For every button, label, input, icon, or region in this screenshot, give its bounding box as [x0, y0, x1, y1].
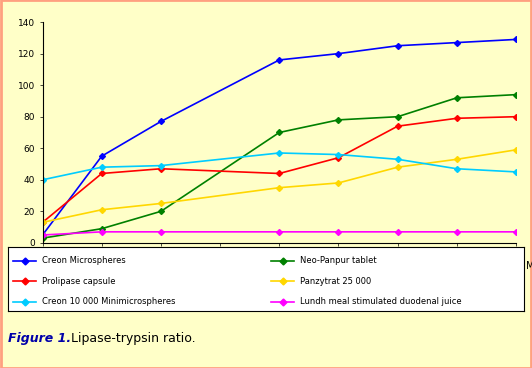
Panzytrat 25 000 — [39, 220, 46, 224]
Prolipase capsule — [394, 124, 401, 128]
Line: Neo-Panpur tablet: Neo-Panpur tablet — [40, 92, 518, 240]
Text: Creon Microspheres: Creon Microspheres — [41, 256, 125, 265]
Creon 10 000 Minimicrospheres — [513, 170, 519, 174]
Panzytrat 25 000 — [454, 157, 460, 162]
Text: Lipase-trypsin ratio.: Lipase-trypsin ratio. — [68, 332, 196, 344]
Prolipase capsule — [39, 220, 46, 224]
Line: Panzytrat 25 000: Panzytrat 25 000 — [40, 148, 518, 224]
Creon Microspheres — [513, 37, 519, 42]
Panzytrat 25 000 — [276, 185, 282, 190]
Creon 10 000 Minimicrospheres — [98, 165, 105, 169]
Lundh meal stimulated duodenal juice — [276, 230, 282, 234]
Text: Panzytrat 25 000: Panzytrat 25 000 — [300, 277, 371, 286]
Neo-Panpur tablet — [513, 92, 519, 97]
Creon 10 000 Minimicrospheres — [394, 157, 401, 162]
Panzytrat 25 000 — [335, 181, 342, 185]
Line: Lundh meal stimulated duodenal juice: Lundh meal stimulated duodenal juice — [40, 230, 518, 237]
Creon 10 000 Minimicrospheres — [276, 151, 282, 155]
Creon Microspheres — [454, 40, 460, 45]
Panzytrat 25 000 — [98, 208, 105, 212]
Text: Min: Min — [526, 261, 532, 270]
Neo-Panpur tablet — [39, 236, 46, 240]
Prolipase capsule — [276, 171, 282, 176]
Text: Prolipase capsule: Prolipase capsule — [41, 277, 115, 286]
Text: Neo-Panpur tablet: Neo-Panpur tablet — [300, 256, 376, 265]
Creon 10 000 Minimicrospheres — [157, 163, 164, 168]
Neo-Panpur tablet — [157, 209, 164, 213]
Lundh meal stimulated duodenal juice — [335, 230, 342, 234]
Creon Microspheres — [157, 119, 164, 124]
Prolipase capsule — [157, 167, 164, 171]
Lundh meal stimulated duodenal juice — [454, 230, 460, 234]
Prolipase capsule — [454, 116, 460, 120]
Line: Prolipase capsule: Prolipase capsule — [40, 114, 518, 224]
Prolipase capsule — [513, 114, 519, 119]
Neo-Panpur tablet — [335, 118, 342, 122]
Panzytrat 25 000 — [157, 201, 164, 206]
Creon Microspheres — [98, 154, 105, 158]
Text: Figure 1.: Figure 1. — [8, 332, 71, 344]
Creon Microspheres — [335, 52, 342, 56]
Text: Creon 10 000 Minimicrospheres: Creon 10 000 Minimicrospheres — [41, 297, 175, 307]
Prolipase capsule — [335, 156, 342, 160]
Lundh meal stimulated duodenal juice — [394, 230, 401, 234]
Creon 10 000 Minimicrospheres — [454, 167, 460, 171]
Creon 10 000 Minimicrospheres — [39, 178, 46, 182]
Lundh meal stimulated duodenal juice — [157, 230, 164, 234]
Panzytrat 25 000 — [394, 165, 401, 169]
Prolipase capsule — [98, 171, 105, 176]
Text: Lundh meal stimulated duodenal juice: Lundh meal stimulated duodenal juice — [300, 297, 461, 307]
Creon Microspheres — [394, 43, 401, 48]
Lundh meal stimulated duodenal juice — [39, 233, 46, 237]
Lundh meal stimulated duodenal juice — [513, 230, 519, 234]
Creon 10 000 Minimicrospheres — [335, 152, 342, 157]
Neo-Panpur tablet — [454, 96, 460, 100]
Panzytrat 25 000 — [513, 148, 519, 152]
Creon Microspheres — [276, 58, 282, 62]
Neo-Panpur tablet — [394, 114, 401, 119]
Line: Creon 10 000 Minimicrospheres: Creon 10 000 Minimicrospheres — [40, 151, 518, 182]
Line: Creon Microspheres: Creon Microspheres — [40, 37, 518, 237]
Lundh meal stimulated duodenal juice — [98, 230, 105, 234]
Neo-Panpur tablet — [276, 130, 282, 135]
Neo-Panpur tablet — [98, 226, 105, 231]
Creon Microspheres — [39, 233, 46, 237]
